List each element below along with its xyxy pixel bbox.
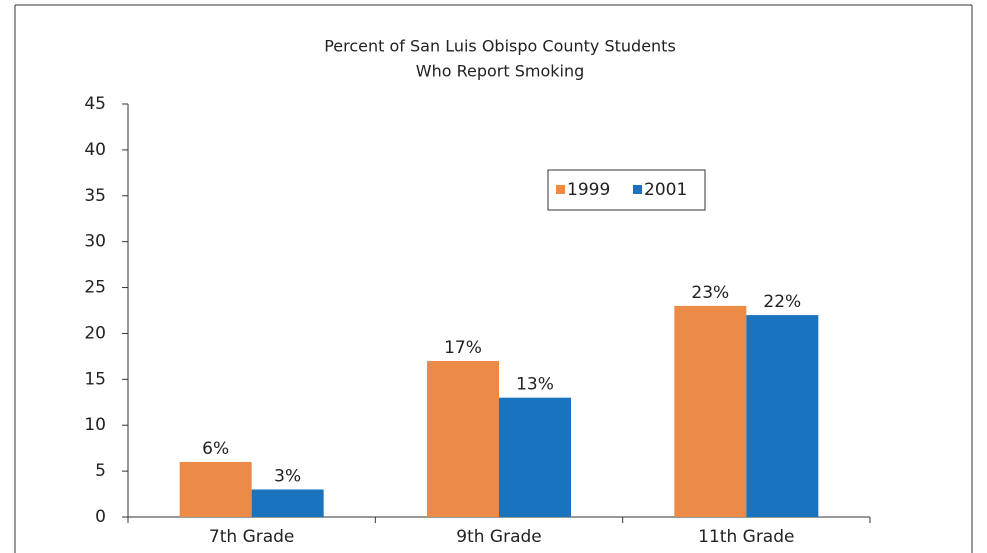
data-label: 17% bbox=[444, 338, 482, 358]
data-label: 3% bbox=[274, 466, 301, 486]
bar bbox=[746, 315, 819, 517]
y-tick-label: 15 bbox=[84, 369, 106, 389]
y-tick-label: 45 bbox=[84, 94, 106, 114]
y-tick-label: 10 bbox=[84, 415, 106, 435]
legend-label: 2001 bbox=[644, 180, 687, 200]
y-tick-label: 30 bbox=[84, 232, 106, 252]
chart-title: Percent of San Luis Obispo County Studen… bbox=[324, 37, 676, 56]
data-label: 6% bbox=[202, 439, 229, 459]
y-tick-label: 35 bbox=[84, 186, 106, 206]
data-label: 22% bbox=[763, 292, 801, 312]
legend-label: 1999 bbox=[567, 180, 610, 200]
data-label: 23% bbox=[691, 283, 729, 303]
x-tick-label: 7th Grade bbox=[209, 527, 295, 547]
bar bbox=[674, 305, 747, 517]
x-tick-label: 11th Grade bbox=[698, 527, 794, 547]
y-tick-label: 20 bbox=[84, 323, 106, 343]
x-tick-label: 9th Grade bbox=[456, 527, 542, 547]
chart-title: Who Report Smoking bbox=[416, 62, 585, 81]
y-tick-label: 0 bbox=[95, 507, 106, 527]
bar bbox=[251, 489, 324, 517]
y-tick-label: 40 bbox=[84, 140, 106, 160]
legend-swatch bbox=[633, 185, 642, 194]
bar bbox=[427, 360, 499, 517]
legend-swatch bbox=[556, 185, 565, 194]
bar bbox=[179, 461, 252, 517]
bar bbox=[499, 397, 571, 517]
legend-box bbox=[547, 169, 706, 211]
data-label: 13% bbox=[516, 375, 554, 395]
y-tick-label: 5 bbox=[95, 461, 106, 481]
y-tick-label: 25 bbox=[84, 278, 106, 298]
